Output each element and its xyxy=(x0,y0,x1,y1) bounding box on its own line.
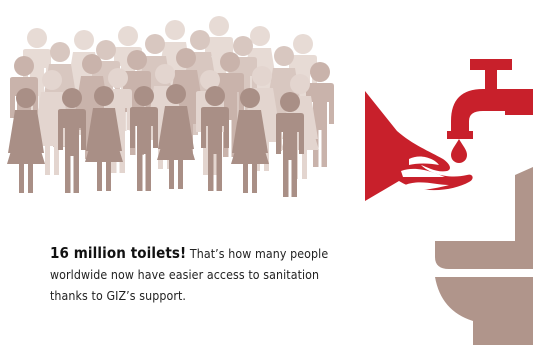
people-crowd-icon xyxy=(7,16,334,197)
toilet-icon xyxy=(435,167,533,345)
caption-line-2: worldwide now have easier access to sani… xyxy=(50,268,320,282)
water-drop-icon xyxy=(451,139,467,163)
hand-icon xyxy=(365,91,473,201)
headline: 16 million toilets! xyxy=(50,244,187,262)
caption-text: 16 million toilets! That’s how many peop… xyxy=(50,243,410,307)
caption-line-3: thanks to GIZ’s support. xyxy=(50,289,187,303)
caption-line-1-rest: That’s how many people xyxy=(189,247,329,261)
water-tap-icon xyxy=(447,59,533,139)
sanitation-illustration xyxy=(365,59,533,345)
